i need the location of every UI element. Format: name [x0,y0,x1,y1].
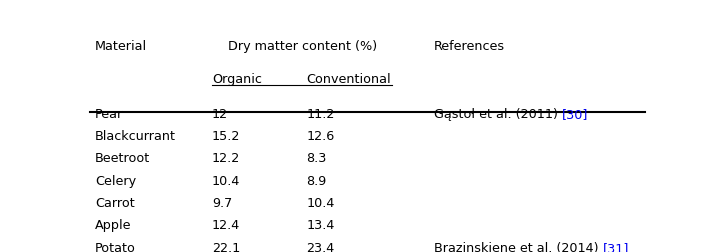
Text: 12.2: 12.2 [212,152,240,166]
Text: Organic: Organic [212,73,262,86]
Text: 10.4: 10.4 [212,175,240,188]
Text: 12: 12 [212,108,228,121]
Text: 15.2: 15.2 [212,130,240,143]
Text: Celery: Celery [95,175,136,188]
Text: 8.9: 8.9 [306,175,326,188]
Text: 8.3: 8.3 [306,152,327,166]
Text: Material: Material [95,40,147,53]
Text: Beetroot: Beetroot [95,152,151,166]
Text: Conventional: Conventional [306,73,391,86]
Text: Apple: Apple [95,219,132,232]
Text: 22.1: 22.1 [212,242,240,252]
Text: Pear: Pear [95,108,123,121]
Text: References: References [435,40,505,53]
Text: [31]: [31] [603,242,629,252]
Text: Dry matter content (%): Dry matter content (%) [227,40,376,53]
Text: [30]: [30] [562,108,589,121]
Text: Blackcurrant: Blackcurrant [95,130,176,143]
Text: Brazinskiene et al. (2014): Brazinskiene et al. (2014) [435,242,603,252]
Text: Carrot: Carrot [95,197,135,210]
Text: 23.4: 23.4 [306,242,335,252]
Text: Gąstoł et al. (2011): Gąstoł et al. (2011) [435,108,562,121]
Text: 10.4: 10.4 [306,197,335,210]
Text: 11.2: 11.2 [306,108,335,121]
Text: 12.4: 12.4 [212,219,240,232]
Text: 12.6: 12.6 [306,130,335,143]
Text: Potato: Potato [95,242,136,252]
Text: 9.7: 9.7 [212,197,232,210]
Text: 13.4: 13.4 [306,219,335,232]
